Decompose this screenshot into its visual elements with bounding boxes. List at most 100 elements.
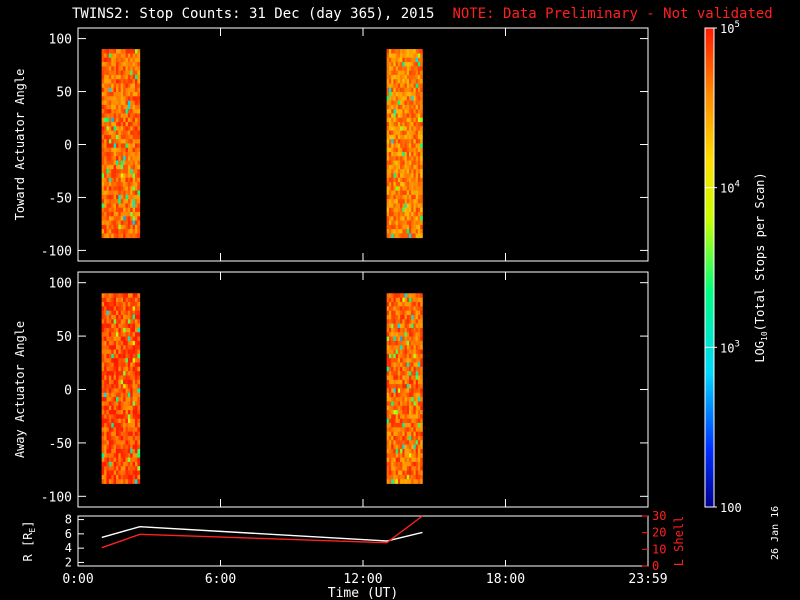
heatmap-cell — [137, 207, 141, 213]
heatmap-cell — [120, 104, 124, 110]
heatmap-cell — [135, 173, 138, 179]
heatmap-cell — [104, 392, 107, 398]
heatmap-cell — [417, 319, 421, 325]
heatmap-cell — [132, 332, 136, 337]
heatmap-cell — [104, 156, 107, 161]
heatmap-cell — [118, 310, 122, 316]
heatmap-cell — [127, 79, 131, 84]
heatmap-cell — [397, 182, 401, 187]
heatmap-cell — [402, 414, 405, 420]
heatmap-cell — [404, 220, 408, 226]
heatmap-cell — [127, 173, 131, 179]
toward-block-0 — [101, 49, 141, 239]
heatmap-cell — [106, 49, 110, 54]
heatmap-cell — [132, 190, 136, 196]
heatmap-cell — [391, 74, 394, 80]
heatmap-cell — [391, 366, 394, 372]
heatmap-cell — [108, 139, 112, 144]
heatmap-cell — [125, 233, 129, 239]
heatmap-cell — [120, 401, 124, 407]
heatmap-cell — [397, 379, 401, 385]
heatmap-cell — [106, 66, 110, 71]
heatmap-cell — [125, 448, 129, 454]
heatmap-cell — [106, 224, 110, 230]
heatmap-cell — [391, 100, 394, 106]
heatmap-cell — [137, 130, 141, 136]
heatmap-cell — [409, 319, 412, 325]
heatmap-cell — [406, 418, 410, 424]
heatmap-cell — [116, 366, 119, 372]
heatmap-cell — [120, 216, 124, 221]
heatmap-cell — [415, 207, 419, 213]
heatmap-cell — [420, 435, 423, 441]
heatmap-cell — [132, 57, 136, 63]
heatmap-cell — [116, 117, 119, 123]
heatmap-cell — [388, 139, 392, 144]
heatmap-cell — [113, 405, 117, 411]
y-axis-label: Toward Actuator Angle — [13, 69, 27, 221]
heatmap-cell — [409, 427, 412, 433]
heatmap-cell — [132, 83, 136, 89]
heatmap-cell — [417, 302, 421, 307]
heatmap-cell — [104, 207, 107, 213]
heatmap-cell — [411, 126, 414, 131]
heatmap-cell — [404, 152, 408, 157]
heatmap-cell — [409, 297, 412, 303]
heatmap-cell — [137, 405, 141, 411]
heatmap-cell — [388, 358, 392, 363]
heatmap-cell — [415, 160, 419, 166]
heatmap-cell — [415, 96, 419, 101]
heatmap-cell — [118, 130, 122, 136]
heatmap-cell — [402, 160, 405, 166]
heatmap-cell — [415, 83, 419, 89]
heatmap-cell — [397, 134, 401, 140]
heatmap-cell — [132, 362, 136, 368]
heatmap-cell — [406, 410, 410, 415]
heatmap-cell — [125, 134, 129, 140]
heatmap-cell — [409, 431, 412, 437]
heatmap-cell — [400, 194, 403, 200]
heatmap-cell — [137, 87, 141, 93]
heatmap-cell — [108, 479, 112, 484]
heatmap-cell — [125, 152, 129, 157]
heatmap-cell — [388, 164, 392, 170]
heatmap-cell — [415, 216, 419, 221]
heatmap-cell — [123, 152, 126, 157]
heatmap-cell — [135, 332, 138, 337]
heatmap-cell — [404, 427, 408, 433]
heatmap-cell — [411, 405, 414, 411]
heatmap-cell — [116, 444, 119, 450]
heatmap-cell — [400, 323, 403, 329]
heatmap-cell — [409, 100, 412, 106]
heatmap-cell — [130, 92, 134, 97]
heatmap-cell — [411, 444, 414, 450]
heatmap-cell — [404, 453, 408, 458]
heatmap-cell — [417, 435, 421, 441]
heatmap-cell — [397, 366, 401, 372]
heatmap-cell — [420, 470, 423, 476]
heatmap-cell — [106, 327, 110, 333]
heatmap-cell — [400, 444, 403, 450]
heatmap-cell — [417, 211, 421, 217]
heatmap-cell — [415, 379, 419, 385]
heatmap-cell — [402, 392, 405, 398]
heatmap-cell — [113, 332, 117, 337]
heatmap-cell — [409, 448, 412, 454]
heatmap-cell — [123, 345, 126, 350]
heatmap-cell — [393, 100, 397, 106]
heatmap-cell — [391, 349, 394, 355]
heatmap-cell — [404, 126, 408, 131]
heatmap-cell — [101, 345, 105, 350]
heatmap-cell — [420, 384, 423, 389]
heatmap-cell — [413, 323, 417, 329]
heatmap-cell — [420, 229, 423, 234]
heatmap-cell — [406, 336, 410, 342]
heatmap-cell — [404, 173, 408, 179]
heatmap-cell — [130, 405, 134, 411]
heatmap-cell — [413, 143, 417, 149]
heatmap-cell — [118, 139, 122, 144]
heatmap-cell — [417, 130, 421, 136]
heatmap-cell — [406, 211, 410, 217]
heatmap-cell — [406, 310, 410, 316]
heatmap-cell — [417, 96, 421, 101]
